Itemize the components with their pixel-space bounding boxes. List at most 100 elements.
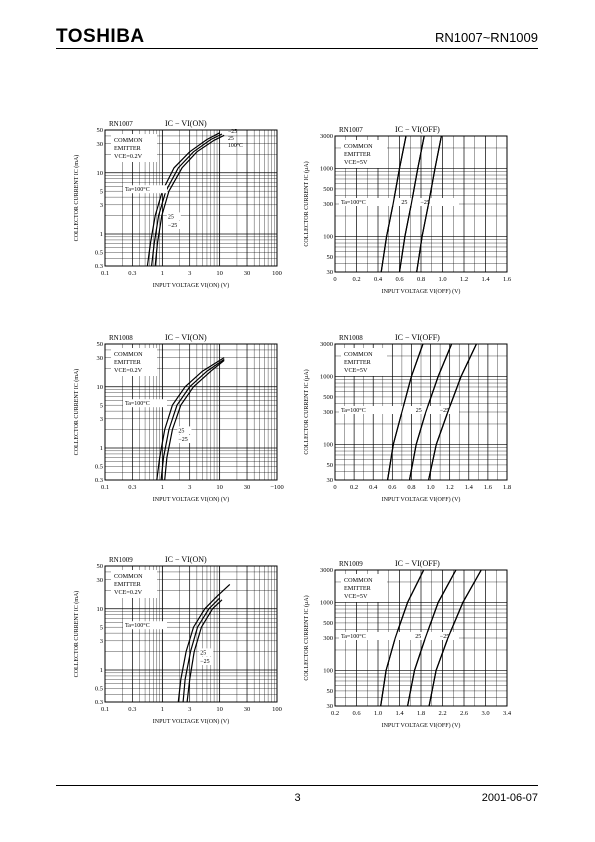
series-label-bg (339, 632, 459, 640)
annotation-line: COMMON (114, 137, 143, 144)
series-curve (186, 599, 223, 703)
annotation-line: COMMON (114, 351, 143, 358)
x-tick-label: 1.0 (374, 710, 382, 717)
series-label-bg (177, 426, 192, 435)
x-tick-label: 1.8 (503, 484, 511, 491)
header-rule (56, 48, 538, 49)
y-tick-label: 1000 (320, 374, 333, 381)
series-curve-overlay (407, 569, 457, 707)
x-tick-label: 1 (161, 706, 164, 713)
series-label-top: 100°C (228, 142, 243, 149)
series-curve-overlay (428, 569, 482, 707)
y-tick-label: 5 (100, 402, 103, 409)
x-tick-label: 0.1 (101, 484, 109, 491)
x-axis-label: INPUT VOLTAGE VI(OFF) (V) (382, 722, 461, 729)
y-axis-label: COLLECTOR CURRENT IC (mA) (73, 369, 80, 456)
y-tick-label: 3000 (320, 567, 333, 574)
annotation-line: EMITTER (114, 359, 142, 366)
series-label: −25 (168, 223, 177, 229)
series-curve-overlay (408, 343, 453, 481)
y-tick-label: 300 (323, 409, 333, 416)
y-tick-label: 50 (97, 341, 104, 348)
x-axis-label: INPUT VOLTAGE VI(OFF) (V) (382, 288, 461, 295)
y-axis-label: COLLECTOR CURRENT IC (mA) (73, 155, 80, 242)
series-curve (164, 359, 225, 481)
x-tick-label: 3 (188, 270, 191, 277)
annotation-line: VCE=0.2V (114, 153, 143, 160)
series-curve (160, 358, 225, 481)
series-curve-overlay (380, 569, 425, 707)
series-curve (154, 134, 225, 267)
series-label: −25 (200, 659, 209, 665)
series-label-bg (199, 657, 214, 666)
y-tick-label: 10 (97, 384, 104, 391)
y-axis-label: COLLECTOR CURRENT IC (μA) (303, 369, 310, 454)
x-tick-label: 0.1 (101, 706, 109, 713)
y-axis-label: COLLECTOR CURRENT IC (μA) (303, 161, 310, 246)
plot-frame (104, 565, 278, 703)
x-tick-label: 0.3 (128, 706, 136, 713)
footer-rule (56, 785, 538, 786)
y-tick-label: 3 (100, 202, 103, 209)
plot-frame (104, 343, 278, 481)
series-label: Ta=100°C (125, 186, 150, 193)
x-tick-label: 1.6 (503, 276, 512, 283)
x-tick-label: 0.2 (331, 710, 339, 717)
x-tick-label: 0 (333, 276, 336, 283)
x-tick-label: 30 (244, 706, 251, 713)
y-tick-label: 1000 (320, 166, 333, 173)
series-label-bg (166, 212, 181, 221)
x-tick-label: 30 (244, 484, 251, 491)
y-tick-label: 1 (100, 445, 103, 452)
x-tick-label: 1 (161, 270, 164, 277)
x-tick-label: 0.4 (369, 484, 378, 491)
series-label: −25 (440, 634, 449, 640)
annotation-line: EMITTER (344, 359, 372, 366)
plot-frame (334, 135, 508, 273)
y-tick-label: 50 (97, 127, 104, 134)
annotation-line: VCE=0.2V (114, 367, 143, 374)
series-label: Ta=100°C (341, 407, 366, 414)
x-tick-label: 0.1 (101, 270, 109, 277)
x-tick-label: 1.4 (395, 710, 404, 717)
x-tick-label: 0.6 (352, 710, 361, 717)
y-tick-label: 500 (323, 186, 333, 193)
x-tick-label: 3.0 (481, 710, 489, 717)
y-tick-label: 100 (323, 234, 333, 241)
x-tick-label: 3.4 (503, 710, 512, 717)
annotation-line: COMMON (344, 577, 373, 584)
x-tick-label: 100 (272, 706, 282, 713)
y-tick-label: 100 (323, 442, 333, 449)
y-tick-label: 0.5 (95, 250, 103, 257)
x-tick-label: 0 (333, 484, 336, 491)
x-tick-label: 1.2 (460, 276, 468, 283)
y-tick-label: 50 (327, 462, 334, 469)
y-tick-label: 100 (323, 668, 333, 675)
series-label: 25 (178, 428, 184, 434)
series-label-bg (339, 198, 459, 206)
plot-frame (334, 343, 508, 481)
series-label: 25 (200, 650, 206, 656)
series-label-bg (123, 399, 167, 408)
series-label: 25 (168, 214, 174, 220)
x-tick-label: 0.2 (352, 276, 360, 283)
y-tick-label: 50 (97, 563, 104, 570)
series-label: 25 (416, 408, 422, 414)
x-tick-label: 0.6 (395, 276, 404, 283)
chart-device: RN1007 (109, 120, 133, 128)
x-tick-label: 1.2 (446, 484, 454, 491)
x-tick-label: 30 (244, 270, 251, 277)
series-label-bg (199, 648, 214, 657)
y-tick-label: 0.3 (95, 263, 103, 270)
x-tick-label: 0.3 (128, 484, 136, 491)
annotation-box (341, 574, 387, 602)
series-curve (151, 133, 223, 267)
x-tick-label: 10 (216, 270, 223, 277)
series-label: −25 (421, 200, 430, 206)
chart-title: IC − VI(ON) (165, 555, 207, 564)
y-tick-label: 3 (100, 416, 103, 423)
y-tick-label: 1 (100, 667, 103, 674)
